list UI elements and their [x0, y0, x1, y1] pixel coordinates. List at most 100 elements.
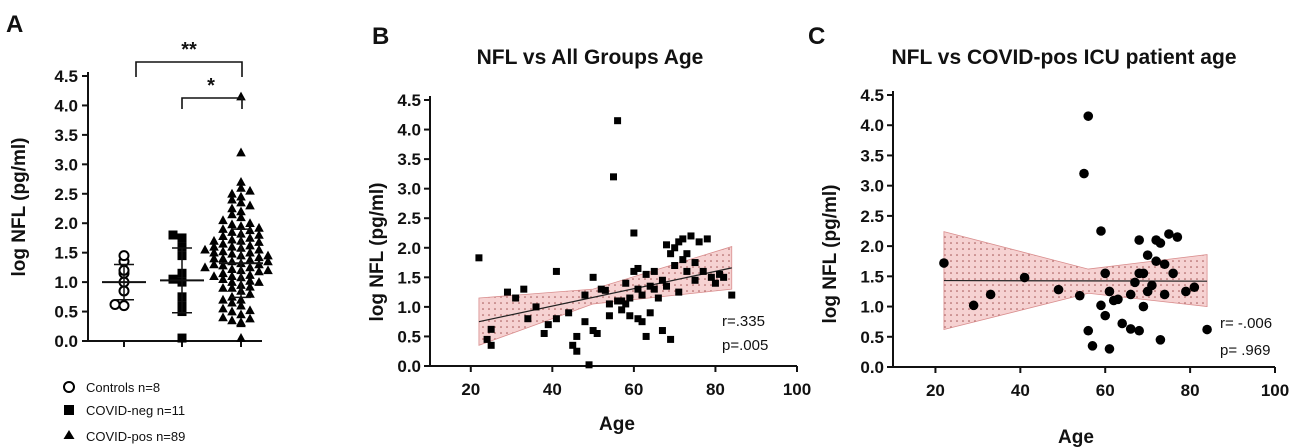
panel-b-data-point	[691, 259, 699, 267]
data-point-covid-pos	[227, 277, 237, 286]
data-point-covid-pos	[218, 312, 228, 322]
panel-b-y-tick-label: 3.0	[397, 180, 421, 199]
panel-c-data-point	[1087, 341, 1098, 351]
panel-b-data-point	[634, 264, 642, 272]
data-point-covid-pos	[227, 315, 237, 325]
panel-b-y-tick-label: 4.5	[397, 91, 421, 110]
panel-b-data-point	[540, 329, 548, 337]
panel-c-ylabel: log NFL (pg/ml)	[820, 185, 841, 324]
panel-b-x-tick-label: 80	[706, 380, 725, 399]
data-point-covid-pos	[236, 91, 246, 101]
panel-b-data-point	[597, 285, 605, 293]
panel-a-y-tick-label: 4.5	[54, 67, 78, 86]
data-point-covid-pos	[254, 222, 264, 232]
data-point-covid-pos	[227, 234, 237, 244]
panel-c-data-point	[1202, 324, 1212, 335]
data-point-covid-pos	[245, 305, 255, 315]
panel-b-data-point	[512, 294, 520, 302]
data-point-covid-pos	[245, 240, 255, 250]
panel-c-x-tick-label: 60	[1096, 381, 1115, 400]
panel-a-legend: Controls n=8 COVID-neg n=11 COVID-pos n=…	[63, 380, 185, 444]
panel-b-y-tick-label: 1.0	[397, 298, 421, 317]
data-point-covid-pos	[227, 194, 237, 204]
panel-b-letter: B	[372, 23, 389, 50]
panel-a-y-tick-label: 1.0	[54, 273, 78, 292]
panel-b-marks	[475, 117, 736, 369]
panel-b-data-point	[728, 291, 736, 299]
panel-b-data-point	[618, 297, 626, 305]
panel-b-x-tick-label: 100	[783, 380, 811, 399]
panel-b-data-point	[605, 312, 613, 320]
data-point-covid-pos	[245, 270, 255, 279]
legend-marker-filled-triangle	[63, 430, 75, 439]
panel-b-data-point	[581, 318, 589, 326]
data-point-covid-pos	[263, 265, 273, 275]
panel-a-y-tick-label: 4.0	[54, 96, 78, 115]
data-point-covid-pos	[236, 317, 246, 326]
panel-b-confidence-band	[478, 246, 733, 346]
panel-b-y-tick-label: 3.5	[397, 150, 421, 169]
panel-b-data-point	[532, 303, 540, 311]
data-point-covid-pos	[227, 297, 237, 307]
panel-b-data-point	[520, 285, 528, 293]
panel-c-data-point	[1130, 277, 1140, 288]
data-point-covid-pos	[236, 333, 246, 342]
data-point-covid-pos	[254, 244, 264, 254]
panel-b-data-point	[683, 267, 691, 275]
data-point-covid-pos	[254, 237, 264, 246]
panel-c-y-tick-label: 0.5	[860, 328, 884, 347]
panel-b-data-point	[658, 276, 666, 284]
panel-b-data-point	[667, 335, 675, 343]
data-point-covid-pos	[245, 262, 255, 272]
panel-c-y-tick-label: 4.0	[860, 116, 884, 135]
panel-c-data-point	[1079, 168, 1089, 179]
panel-b-data-point	[720, 273, 728, 281]
panel-c-data-point	[1134, 235, 1144, 245]
panel-c-y-tick-label: 1.5	[860, 267, 884, 286]
data-point-covid-neg	[177, 333, 187, 343]
panel-c-data-point	[1104, 344, 1115, 354]
data-point-covid-pos	[245, 281, 255, 291]
panel-c-data-point	[1189, 282, 1200, 293]
data-point-covid-pos	[218, 260, 228, 270]
panel-b-data-point	[565, 309, 573, 317]
panel-b-data-point	[716, 270, 724, 278]
data-point-covid-pos	[245, 254, 255, 264]
panel-a-y-tick-label: 1.5	[54, 244, 78, 263]
panel-c-data-point	[985, 289, 996, 300]
panel-c-stat-r: r= -.006	[1220, 315, 1272, 332]
panel-c-y-tick-label: 2.5	[860, 207, 884, 226]
panel-b-data-point	[654, 294, 662, 302]
panel-b-y-tick-label: 4.0	[397, 121, 421, 140]
panel-b-data-point	[707, 273, 715, 281]
data-point-covid-pos	[236, 300, 246, 310]
panel-b-ylabel: log NFL (pg/ml)	[367, 183, 388, 322]
panel-c-stat-p: p= .969	[1220, 342, 1270, 359]
data-point-covid-pos	[227, 203, 237, 213]
data-point-covid-pos	[218, 274, 228, 283]
panel-c-data-point	[1155, 335, 1166, 345]
data-point-covid-pos	[218, 231, 228, 240]
data-point-covid-pos	[227, 306, 237, 316]
panel-b-data-point	[552, 267, 560, 275]
panel-b-stat-p: p=.005	[722, 337, 768, 354]
panel-b-data-point	[622, 279, 630, 287]
data-point-covid-pos	[200, 244, 210, 254]
data-point-covid-pos	[254, 230, 264, 239]
panel-b-y-tick-label: 1.5	[397, 268, 421, 287]
panel-b-x-tick-label: 20	[461, 380, 480, 399]
panel-c-data-point	[968, 300, 979, 311]
panel-b-data-point	[703, 235, 711, 243]
panel-c-y-tick-label: 3.0	[860, 177, 884, 196]
panel-b-data-point	[679, 256, 687, 264]
data-point-covid-pos	[209, 241, 219, 251]
panel-b-ci-band	[478, 246, 733, 346]
panel-a-marks	[102, 91, 273, 343]
panel-b-data-point	[646, 309, 654, 317]
data-point-covid-pos	[245, 232, 255, 242]
panel-b-data-point	[675, 238, 683, 246]
panel-b-data-point	[610, 173, 617, 181]
panel-c-data-point	[1113, 294, 1123, 305]
data-point-covid-neg	[177, 233, 187, 243]
